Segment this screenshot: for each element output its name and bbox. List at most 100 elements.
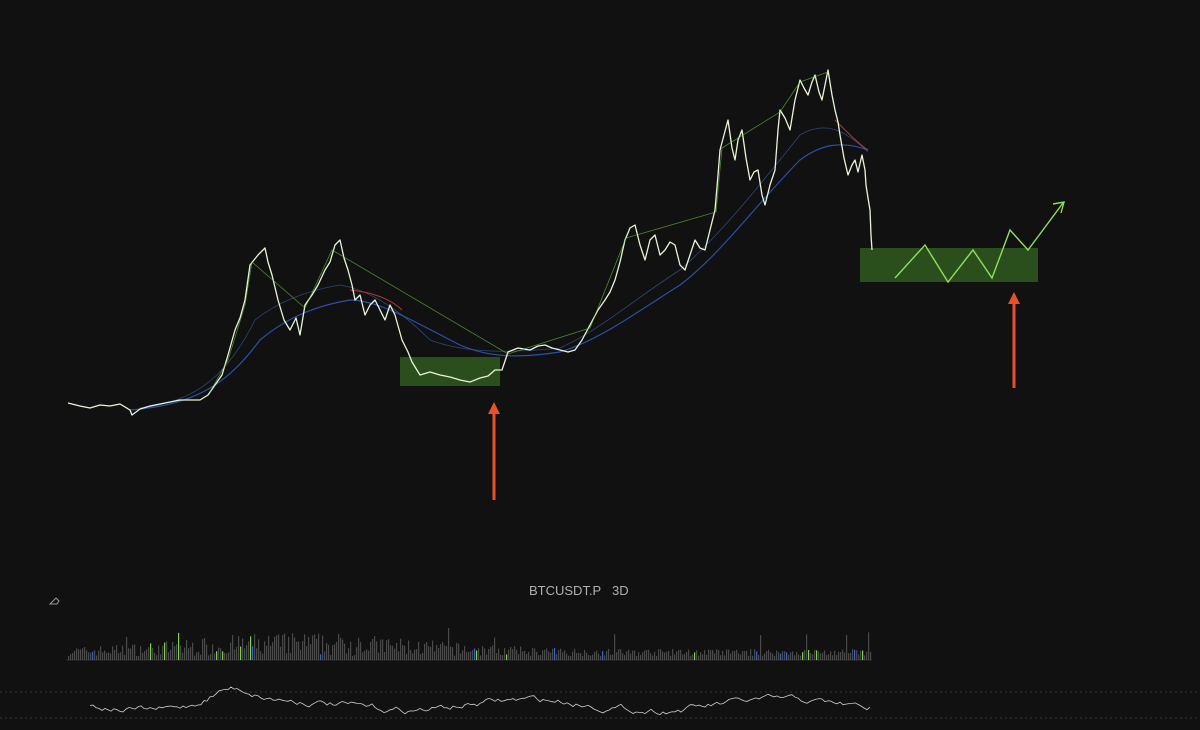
volume-bar [70, 654, 72, 660]
volume-bar [290, 652, 292, 660]
volume-bar [436, 645, 438, 660]
volume-bar [168, 652, 170, 660]
volume-bar [646, 649, 648, 660]
volume-bar [110, 653, 112, 660]
volume-bar [734, 651, 736, 660]
price-highlight [209, 71, 829, 393]
volume-bar [134, 644, 136, 660]
volume-bar [150, 643, 152, 660]
volume-bar [438, 647, 440, 660]
volume-bar [472, 649, 474, 660]
volume-bar [858, 654, 860, 660]
volume-bar [202, 639, 204, 660]
volume-bar [222, 651, 224, 660]
volume-bar [238, 636, 240, 660]
volume-bar [778, 652, 780, 660]
volume-bar [450, 646, 452, 660]
volume-bar [688, 649, 690, 660]
arrow-head [1008, 292, 1020, 304]
volume-bar [342, 639, 344, 660]
volume-bar [608, 649, 610, 660]
volume-bar [234, 649, 236, 660]
volume-bar [672, 649, 674, 660]
volume-bar [454, 655, 456, 660]
volume-bar [200, 654, 202, 660]
volume-bar [640, 654, 642, 660]
range-box [400, 357, 500, 386]
volume-bar [124, 655, 126, 660]
volume-bar [738, 653, 740, 660]
volume-bar [558, 650, 560, 660]
volume-bar [790, 652, 792, 660]
volume-bar [388, 639, 390, 660]
volume-bar [184, 647, 186, 660]
volume-bar [258, 639, 260, 660]
volume-bar [68, 655, 70, 660]
volume-bar [834, 650, 836, 660]
volume-bar [96, 655, 98, 660]
volume-bar [806, 634, 808, 660]
moving-average [129, 144, 869, 411]
volume-bar [390, 645, 392, 660]
volume-bar [518, 654, 520, 660]
volume-bar [692, 654, 694, 660]
volume-bar [548, 651, 550, 660]
volume-bar [192, 642, 194, 660]
volume-bar [496, 653, 498, 660]
volume-bar [482, 646, 484, 660]
volume-bar [348, 648, 350, 660]
volume-bar [556, 654, 558, 660]
volume-bar [428, 646, 430, 660]
volume-bar [386, 640, 388, 660]
volume-bar [194, 655, 196, 660]
volume-bar [594, 651, 596, 660]
volume-bar [442, 642, 444, 660]
volume-bar [136, 655, 138, 660]
volume-bar [292, 633, 294, 660]
volume-bar [860, 650, 862, 660]
volume-bar [476, 650, 478, 660]
volume-bar [614, 634, 616, 660]
volume-bar [632, 650, 634, 660]
volume-bar [360, 642, 362, 660]
volume-bar [804, 650, 806, 660]
volume-bar [762, 655, 764, 660]
volume-bar [132, 644, 134, 660]
volume-bar [668, 650, 670, 660]
volume-bar [486, 654, 488, 660]
volume-bar [120, 652, 122, 660]
volume-bar [570, 655, 572, 660]
volume-bar [208, 655, 210, 660]
volume-bar [138, 655, 140, 660]
volume-bar [154, 652, 156, 660]
volume-bar [320, 654, 322, 660]
volume-bar [822, 652, 824, 660]
volume-bar [504, 648, 506, 660]
volume-bar [396, 642, 398, 660]
volume-bar [644, 650, 646, 660]
volume-bar [870, 651, 872, 660]
volume-bar [612, 654, 614, 660]
volume-bar [254, 634, 256, 660]
volume-bar [394, 648, 396, 660]
volume-bar [498, 648, 500, 660]
volume-bar [610, 654, 612, 660]
volume-bar [402, 645, 404, 660]
volume-bar [378, 652, 380, 660]
projection-arrowhead [1052, 201, 1065, 214]
volume-bar [432, 640, 434, 660]
volume-bar [458, 643, 460, 660]
volume-bar [796, 652, 798, 660]
volume-bar [362, 652, 364, 660]
volume-bar [510, 647, 512, 660]
volume-bar [766, 651, 768, 660]
volume-bar [598, 653, 600, 660]
volume-bar [218, 647, 220, 660]
volume-bar [666, 651, 668, 660]
volume-bar [712, 649, 714, 660]
volume-bar [250, 636, 252, 660]
volume-bar [562, 652, 564, 660]
volume-bar [324, 651, 326, 660]
volume-bar [714, 653, 716, 660]
volume-bar [574, 648, 576, 660]
